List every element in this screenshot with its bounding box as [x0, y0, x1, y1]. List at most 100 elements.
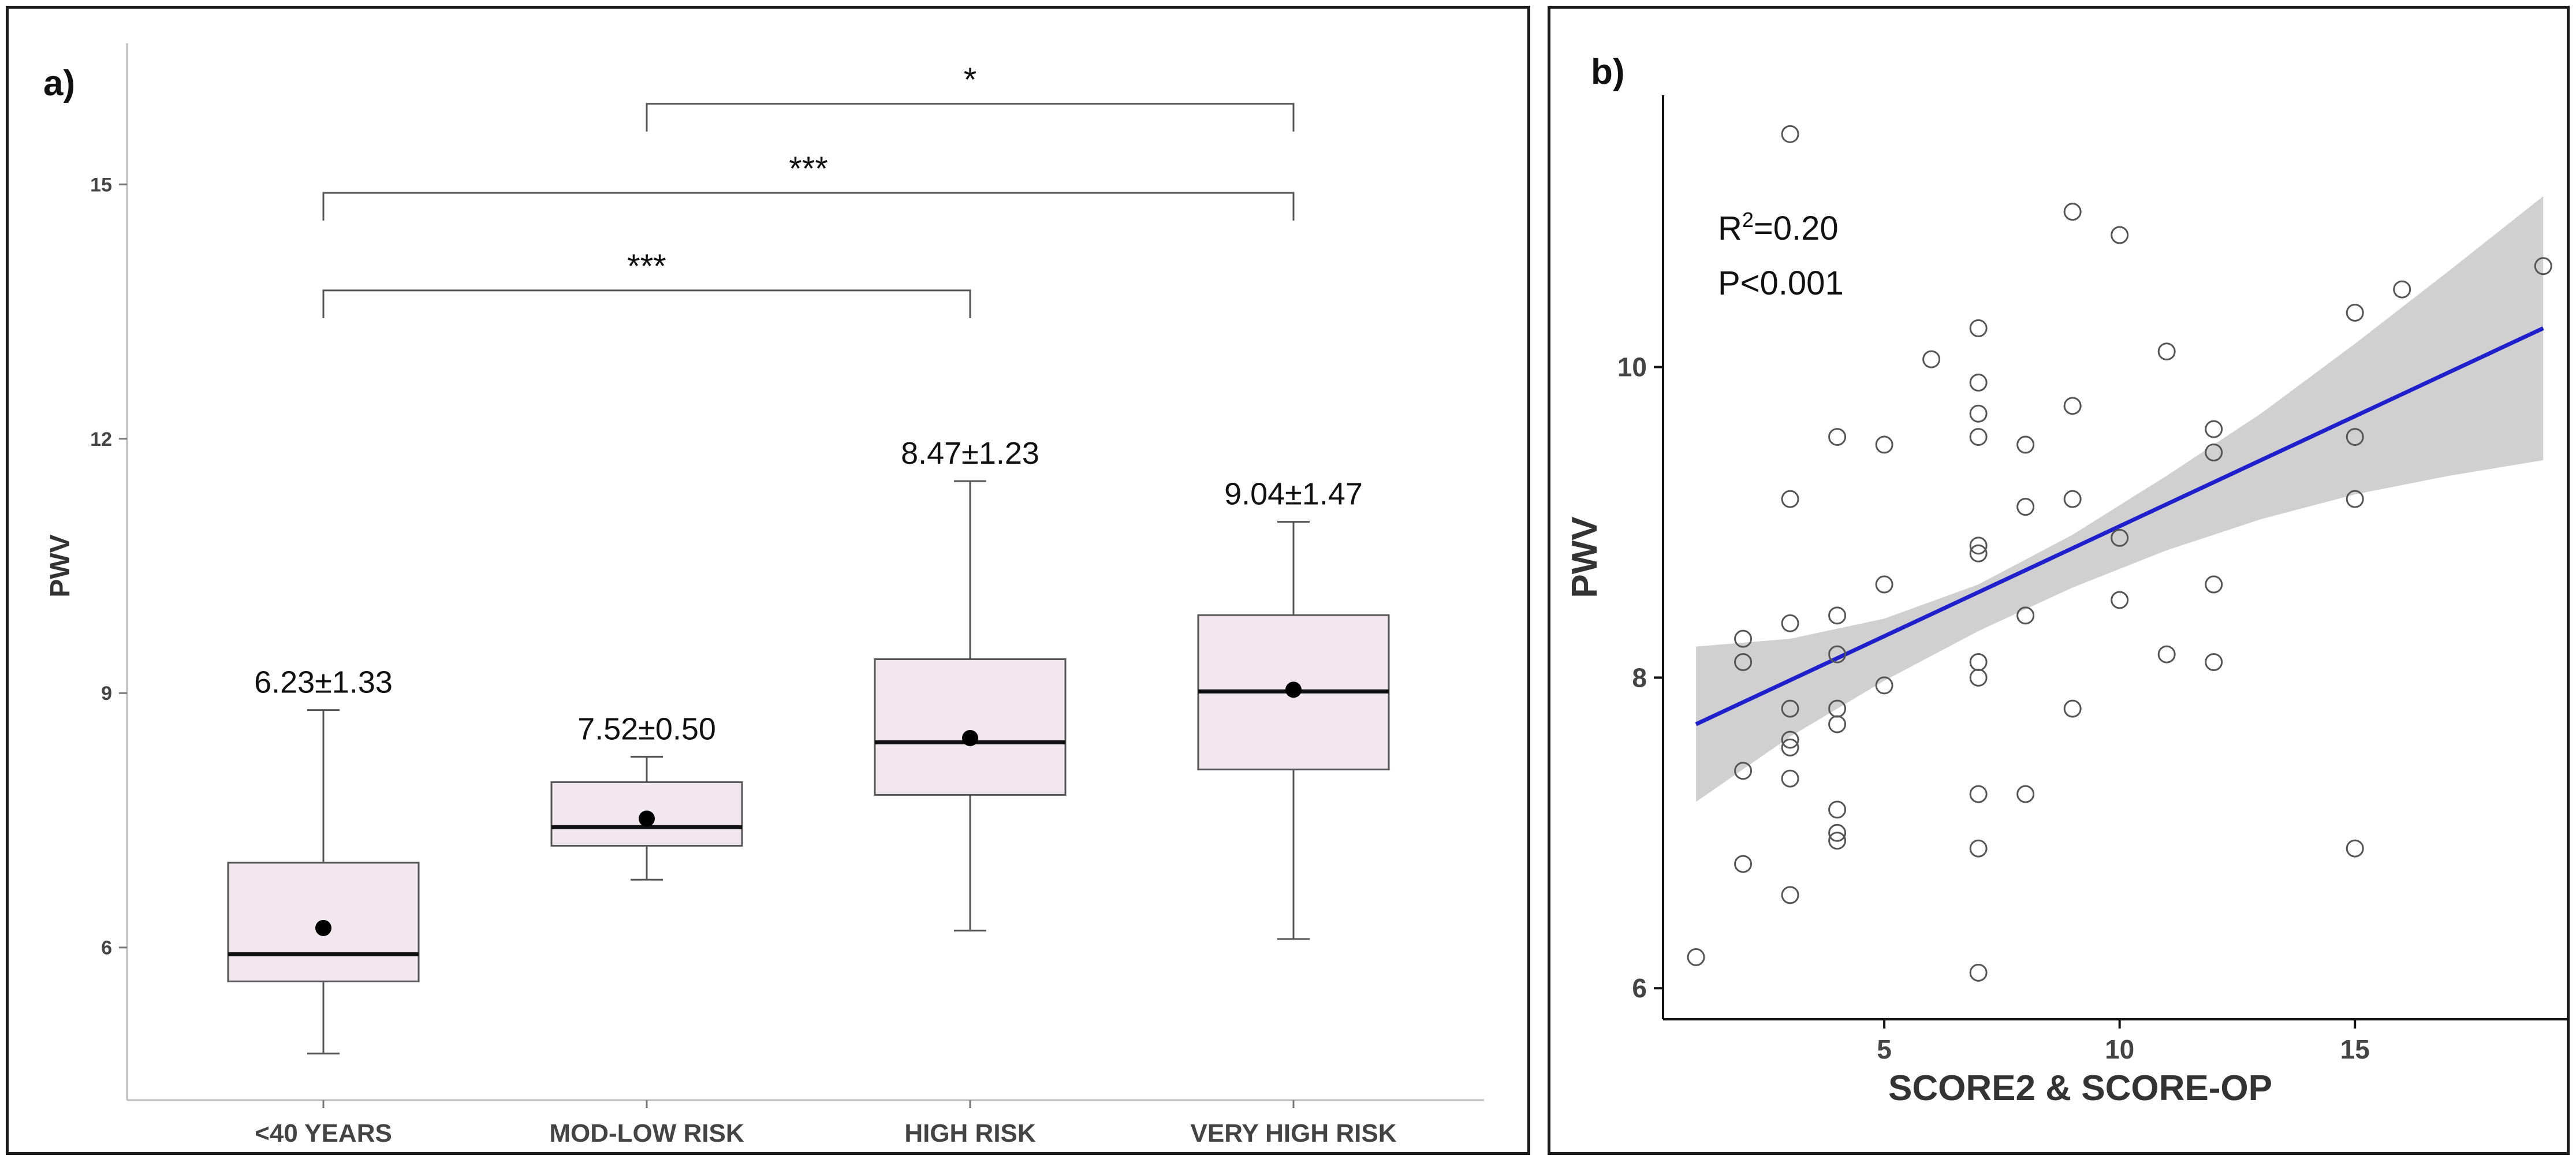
x-tick-label: <40 YEARS — [255, 1119, 392, 1147]
data-point — [2111, 591, 2129, 609]
x-tick-label: HIGH RISK — [904, 1119, 1036, 1147]
mean-sd-label: 6.23±1.33 — [254, 665, 393, 700]
data-point — [2016, 606, 2035, 625]
data-point — [1969, 963, 1988, 982]
data-point — [2346, 839, 2364, 858]
mean-point — [1285, 681, 1302, 698]
data-point — [2016, 435, 2035, 454]
x-tick-label: VERY HIGH RISK — [1191, 1119, 1397, 1147]
data-point — [1969, 544, 1988, 562]
significance-stars: *** — [789, 150, 828, 188]
panel-a: a) 6 9 12 15 <40 YEARS MOD-LOW RISK HIGH RISK… — [6, 6, 1530, 1155]
data-point — [2111, 528, 2129, 547]
data-point — [2205, 443, 2223, 461]
data-point — [2111, 226, 2129, 244]
x-tick-label: 5 — [1877, 1034, 1892, 1064]
regression-line — [1695, 326, 2544, 726]
data-point — [1781, 886, 1799, 904]
y-axis-title: PWV — [1565, 516, 1605, 598]
mean-point — [962, 730, 978, 747]
significance-bracket — [322, 192, 1295, 221]
data-point — [1875, 575, 1893, 594]
y-axis-title: PWV — [45, 534, 76, 597]
box — [874, 658, 1067, 796]
boxplot-x-ticks: <40 YEARS MOD-LOW RISK HIGH RISK VERY HIGH … — [255, 1100, 1397, 1147]
data-point — [2157, 342, 2176, 361]
r-squared-annotation: R2=0.20 — [1718, 208, 1839, 247]
boxplot-boxes: 6.23±1.33 7.52±0.50 8.47±1.23 9.04±1.47 — [227, 436, 1390, 1055]
data-point — [1781, 614, 1799, 632]
mean-point — [639, 810, 655, 827]
y-tick-label: 6 — [101, 937, 112, 959]
data-point — [2016, 785, 2035, 803]
data-point — [1734, 653, 1753, 672]
y-tick-label: 15 — [90, 174, 112, 196]
y-tick-label: 10 — [1617, 352, 1647, 382]
data-point — [1969, 839, 1988, 858]
data-point — [1969, 653, 1988, 672]
data-point — [2205, 420, 2223, 438]
data-point — [2063, 397, 2082, 415]
data-point — [1781, 699, 1799, 718]
data-point — [1969, 785, 1988, 803]
data-point — [1734, 855, 1753, 873]
significance-stars: * — [964, 61, 977, 99]
data-point — [1781, 490, 1799, 508]
data-point — [2205, 575, 2223, 594]
x-tick-label: MOD-LOW RISK — [549, 1119, 744, 1147]
data-point — [1969, 404, 1988, 423]
data-point — [2534, 257, 2552, 275]
scatter-axes — [1662, 95, 2567, 1020]
mean-point — [315, 919, 331, 936]
panel-b-label: b) — [1591, 52, 1625, 92]
data-point — [2016, 498, 2035, 516]
data-point — [1687, 948, 1705, 966]
mean-sd-label: 9.04±1.47 — [1224, 477, 1363, 512]
p-value-annotation: P<0.001 — [1718, 264, 1844, 302]
data-point — [1875, 676, 1893, 695]
data-point — [1828, 824, 1847, 842]
data-point — [1875, 435, 1893, 454]
data-point — [1781, 738, 1799, 757]
panel-a-label: a) — [43, 64, 75, 103]
data-point — [1828, 800, 1847, 819]
boxplot-chart: a) 6 9 12 15 <40 YEARS MOD-LOW RISK HIGH RISK… — [43, 43, 1484, 1147]
significance-brackets: ******* — [322, 61, 1295, 318]
data-point — [2063, 203, 2082, 221]
data-point — [1781, 125, 1799, 143]
data-point — [2346, 428, 2364, 446]
data-point — [1922, 350, 1941, 368]
data-point — [2346, 490, 2364, 508]
data-point — [2393, 280, 2411, 299]
data-point — [1828, 428, 1847, 446]
data-point — [1969, 536, 1988, 555]
y-tick-label: 9 — [101, 683, 112, 705]
boxplot-y-ticks: 6 9 12 15 — [90, 174, 127, 959]
data-point — [1828, 715, 1847, 733]
y-tick-label: 12 — [90, 428, 112, 450]
data-point — [1828, 832, 1847, 850]
data-point — [2063, 490, 2082, 508]
data-point — [1969, 319, 1988, 337]
scatter-chart: b) 5 10 15 6 8 10 R2=0.20 P<0.001 SCORE2 & SC… — [1565, 52, 2567, 1108]
data-point — [1828, 645, 1847, 664]
data-point — [1828, 606, 1847, 625]
significance-stars: *** — [627, 248, 666, 285]
confidence-band — [1696, 196, 2544, 802]
data-point — [1969, 668, 1988, 687]
x-tick-label: 10 — [2105, 1034, 2134, 1064]
data-point — [2346, 303, 2364, 322]
significance-bracket — [646, 103, 1295, 132]
data-point — [2063, 699, 2082, 718]
data-point — [1969, 428, 1988, 446]
data-point — [1734, 629, 1753, 648]
y-tick-label: 6 — [1632, 973, 1647, 1003]
y-tick-label: 8 — [1632, 662, 1647, 692]
significance-bracket — [322, 289, 971, 318]
data-point — [1781, 731, 1799, 749]
scatter-ticks: 5 10 15 6 8 10 — [1617, 352, 2370, 1064]
mean-sd-label: 7.52±0.50 — [577, 711, 716, 746]
data-point — [1969, 373, 1988, 392]
panel-b: b) 5 10 15 6 8 10 R2=0.20 P<0.001 SCORE2 & SC… — [1548, 6, 2570, 1155]
data-point — [1781, 769, 1799, 788]
